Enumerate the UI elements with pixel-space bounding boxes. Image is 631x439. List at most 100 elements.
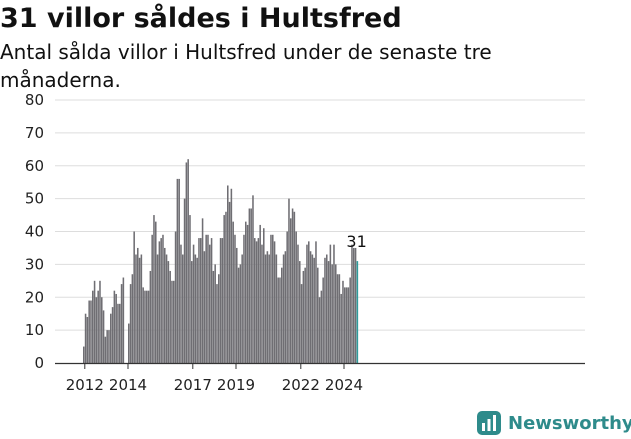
x-tick-label: 2014 bbox=[109, 376, 147, 394]
bar bbox=[140, 254, 143, 363]
bar bbox=[311, 254, 314, 363]
x-tick-label: 2017 bbox=[174, 376, 212, 394]
bar bbox=[268, 254, 270, 363]
bar bbox=[88, 300, 90, 363]
bar bbox=[174, 231, 177, 363]
bar bbox=[219, 238, 222, 363]
bar bbox=[306, 244, 308, 363]
bar bbox=[327, 261, 330, 363]
bar bbox=[246, 224, 249, 363]
bar bbox=[160, 238, 162, 363]
bar bbox=[331, 264, 333, 363]
bar bbox=[101, 297, 103, 363]
bar bbox=[286, 231, 288, 363]
bar bbox=[111, 307, 114, 363]
bar bbox=[218, 274, 220, 363]
bar bbox=[128, 323, 130, 363]
bar bbox=[345, 287, 348, 363]
bar bbox=[97, 290, 99, 363]
y-tick-label: 70 bbox=[25, 124, 44, 142]
bar bbox=[254, 238, 256, 363]
bar bbox=[119, 303, 121, 363]
bar bbox=[92, 290, 94, 363]
labels: 0 10 20 30 40 50 60 70 80 31 2012 2014 2017 2019 2022 2… bbox=[25, 91, 367, 394]
bar bbox=[135, 254, 137, 363]
y-tick-label: 40 bbox=[25, 223, 44, 241]
bar bbox=[245, 221, 247, 363]
bar bbox=[272, 234, 274, 363]
bar bbox=[142, 287, 144, 363]
bar bbox=[300, 284, 303, 363]
bar bbox=[338, 274, 341, 363]
bar bbox=[290, 218, 292, 363]
bar bbox=[93, 280, 96, 363]
bars bbox=[83, 159, 359, 363]
bar bbox=[259, 224, 261, 363]
bar bbox=[137, 247, 139, 363]
bar bbox=[317, 267, 319, 363]
bar bbox=[261, 244, 263, 363]
bar bbox=[225, 211, 227, 363]
bar bbox=[129, 284, 132, 363]
bar bbox=[318, 297, 321, 363]
bar bbox=[151, 234, 153, 363]
bar bbox=[196, 257, 198, 363]
page-subtitle: Antal sålda villor i Hultsfred under de … bbox=[0, 40, 492, 92]
bar bbox=[351, 244, 353, 363]
bar bbox=[288, 198, 290, 363]
bar bbox=[236, 247, 238, 363]
bar bbox=[110, 313, 112, 363]
bar bbox=[194, 254, 197, 363]
bar bbox=[153, 215, 155, 363]
bar bbox=[299, 261, 301, 363]
bar bbox=[344, 287, 346, 363]
bar bbox=[232, 221, 234, 363]
bar bbox=[185, 162, 188, 363]
bar bbox=[133, 231, 135, 363]
bar bbox=[201, 218, 204, 363]
bar bbox=[353, 247, 355, 363]
bar bbox=[99, 280, 101, 363]
bar bbox=[252, 195, 254, 363]
bar bbox=[158, 241, 161, 363]
logo-text: Newsworthy bbox=[508, 412, 631, 434]
bar bbox=[342, 280, 344, 363]
bar bbox=[178, 178, 180, 363]
y-tick-label: 50 bbox=[25, 190, 44, 208]
bar bbox=[216, 284, 218, 363]
bar bbox=[250, 208, 252, 363]
bar bbox=[281, 267, 283, 363]
bar bbox=[212, 270, 215, 363]
bar bbox=[182, 254, 184, 363]
x-tick-label: 2012 bbox=[66, 376, 104, 394]
bar bbox=[117, 303, 119, 363]
bar bbox=[167, 261, 170, 363]
bar bbox=[335, 264, 337, 363]
bar bbox=[248, 208, 251, 363]
bar bbox=[183, 198, 186, 363]
bar bbox=[120, 284, 123, 363]
bar bbox=[320, 290, 323, 363]
x-tick-label: 2022 bbox=[282, 376, 320, 394]
bar bbox=[214, 264, 216, 363]
bar bbox=[171, 280, 173, 363]
bar bbox=[131, 274, 134, 363]
bar bbox=[205, 234, 207, 363]
bar bbox=[83, 346, 85, 363]
bar bbox=[169, 270, 171, 363]
y-tick-label: 10 bbox=[25, 321, 44, 339]
bar bbox=[315, 241, 317, 363]
bar bbox=[309, 251, 312, 363]
bar bbox=[187, 159, 189, 363]
axes bbox=[55, 362, 585, 369]
bar bbox=[257, 238, 260, 363]
bar bbox=[106, 330, 108, 363]
bar bbox=[192, 244, 195, 363]
y-tick-label: 30 bbox=[25, 255, 44, 273]
bar bbox=[279, 277, 281, 363]
bar bbox=[146, 290, 148, 363]
bar bbox=[329, 244, 332, 363]
bar bbox=[90, 300, 92, 363]
bar bbox=[203, 251, 206, 363]
bar bbox=[221, 238, 224, 363]
